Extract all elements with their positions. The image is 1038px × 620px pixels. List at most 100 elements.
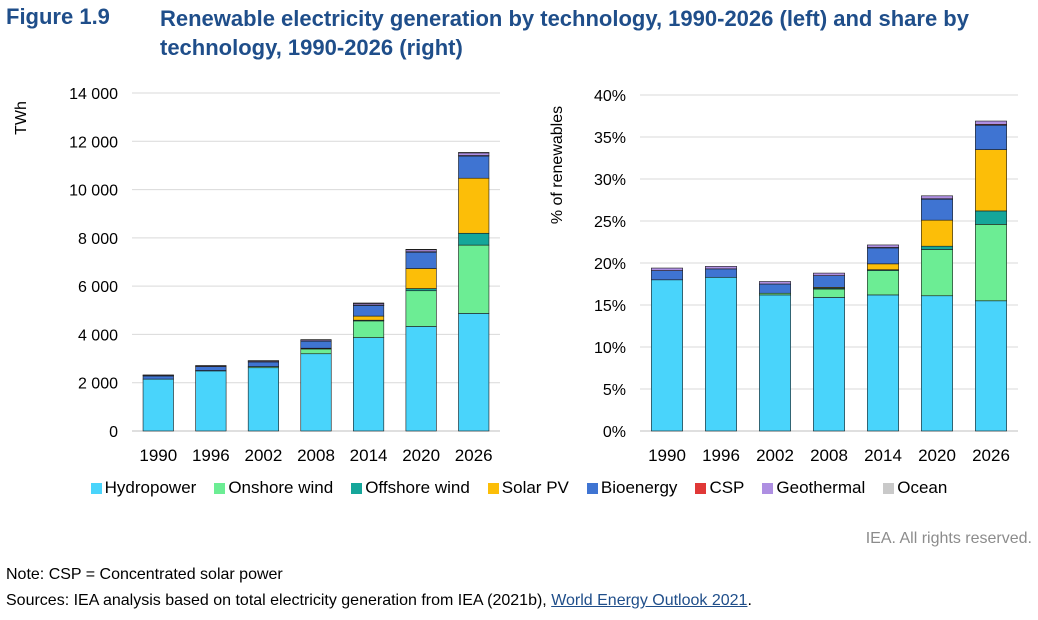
legend-swatch-offshore-wind <box>351 482 363 494</box>
sources-link[interactable]: World Energy Outlook 2021 <box>551 592 748 609</box>
bar-segment-ocean <box>353 302 385 304</box>
bar-segment-onshore-wind <box>921 249 953 297</box>
sources-suffix: . <box>747 592 752 609</box>
legend-swatch-onshore-wind <box>214 482 226 494</box>
bar-segment-onshore-wind <box>975 224 1007 302</box>
bar-segment-bioenergy <box>353 304 385 317</box>
x-tick-label: 2014 <box>350 446 388 465</box>
figure-title: Renewable electricity generation by tech… <box>160 6 969 60</box>
x-tick-label: 2002 <box>756 446 794 465</box>
y-tick-label: 8 000 <box>78 231 118 248</box>
legend-label: Offshore wind <box>365 478 470 497</box>
y-tick-label: 30% <box>594 172 626 189</box>
bar-segment-bioenergy <box>195 366 227 371</box>
y-tick-label: 35% <box>594 130 626 147</box>
y-tick-label: 14 000 <box>69 86 118 103</box>
bar-segment-bioenergy <box>921 198 953 221</box>
x-tick-label: 2020 <box>402 446 440 465</box>
bar-segment-offshore-wind <box>405 288 437 292</box>
bar-segment-bioenergy <box>458 155 490 179</box>
y-tick-label: 15% <box>594 298 626 315</box>
bar-segment-ocean <box>195 365 227 367</box>
bar-segment-ocean <box>300 339 332 341</box>
figure-sources: Sources: IEA analysis based on total ele… <box>6 592 752 610</box>
x-tick-label: 2014 <box>864 446 902 465</box>
x-tick-label: 1990 <box>648 446 686 465</box>
bar-segment-geothermal <box>651 267 683 271</box>
bar-segment-geothermal <box>867 244 899 248</box>
bar-segment-bioenergy <box>651 270 683 281</box>
y-tick-label: 6 000 <box>78 279 118 296</box>
x-tick-label: 2002 <box>245 446 283 465</box>
bar-segment-onshore-wind <box>458 244 490 314</box>
bar-segment-hydropower <box>247 367 279 432</box>
bar-segment-hydropower <box>921 295 953 432</box>
y-tick-label: 20% <box>594 256 626 273</box>
x-tick-label: 2008 <box>810 446 848 465</box>
bar-segment-solar-pv <box>353 315 385 321</box>
bar-segment-onshore-wind <box>867 270 899 296</box>
y-tick-label: 10% <box>594 340 626 357</box>
legend-item-csp: CSP <box>695 478 744 498</box>
bar-segment-bioenergy <box>405 251 437 269</box>
bar-segment-bioenergy <box>142 375 174 380</box>
y-tick-label: 40% <box>594 88 626 105</box>
y-tick-label: 5% <box>603 382 626 399</box>
bar-segment-solar-pv <box>405 268 437 289</box>
bar-segment-ocean <box>458 152 490 154</box>
bar-segment-solar-pv <box>458 177 490 234</box>
x-tick-label: 2008 <box>297 446 335 465</box>
bar-segment-bioenergy <box>813 275 845 288</box>
y-axis-label: % of renewables <box>549 106 566 224</box>
legend-item-geothermal: Geothermal <box>762 478 865 498</box>
bar-segment-solar-pv <box>975 149 1007 212</box>
bar-segment-hydropower <box>705 276 737 432</box>
bar-segment-bioenergy <box>300 340 332 349</box>
y-tick-label: 2 000 <box>78 376 118 393</box>
bar-segment-bioenergy <box>975 124 1007 150</box>
bar-segment-hydropower <box>651 279 683 432</box>
bar-segment-solar-pv <box>921 219 953 247</box>
bar-segment-onshore-wind <box>813 288 845 298</box>
bar-segment-hydropower <box>813 297 845 432</box>
bar-segment-ocean <box>405 249 437 251</box>
bar-segment-hydropower <box>195 370 227 432</box>
sources-prefix: Sources: IEA analysis based on total ele… <box>6 592 552 609</box>
bar-segment-geothermal <box>975 120 1007 125</box>
bar-segment-hydropower <box>975 300 1007 432</box>
legend-label: Bioenergy <box>600 478 678 497</box>
bar-segment-bioenergy <box>759 283 791 294</box>
legend-label: CSP <box>709 478 745 497</box>
y-tick-label: 4 000 <box>78 327 118 344</box>
y-tick-label: 0 <box>109 424 118 441</box>
legend-swatch-ocean <box>883 482 895 494</box>
bar-segment-geothermal <box>705 266 737 270</box>
bar-segment-ocean <box>142 374 174 376</box>
bar-segment-bioenergy <box>247 361 279 367</box>
y-tick-label: 0% <box>603 424 626 441</box>
figure-note: Note: CSP = Concentrated solar power <box>6 566 283 583</box>
y-tick-label: 10 000 <box>69 183 118 200</box>
legend-label: Geothermal <box>776 478 866 497</box>
legend-swatch-geothermal <box>762 482 774 494</box>
legend-swatch-csp <box>695 482 707 494</box>
y-tick-label: 12 000 <box>69 134 118 151</box>
bar-segment-ocean <box>247 360 279 362</box>
bar-segment-hydropower <box>300 353 332 432</box>
bar-segment-bioenergy <box>867 247 899 265</box>
x-tick-label: 1996 <box>702 446 740 465</box>
charts-canvas: 0 2 000 4 000 6 000 8 000 10 000 12 000 14 000 T… <box>13 86 1018 465</box>
legend-item-hydropower: Hydropower <box>90 478 197 498</box>
legend-swatch-solar-pv <box>487 482 499 494</box>
x-tick-label: 2020 <box>918 446 956 465</box>
x-tick-label: 1990 <box>139 446 177 465</box>
y-tick-label: 25% <box>594 214 626 231</box>
legend-item-solar-pv: Solar PV <box>487 478 569 498</box>
bar-segment-solar-pv <box>867 263 899 271</box>
legend-label: Hydropower <box>104 478 197 497</box>
x-tick-label: 2026 <box>455 446 493 465</box>
x-tick-label: 2026 <box>972 446 1010 465</box>
bar-segment-hydropower <box>405 326 437 432</box>
legend-label: Onshore wind <box>228 478 334 497</box>
legend-item-bioenergy: Bioenergy <box>586 478 678 498</box>
